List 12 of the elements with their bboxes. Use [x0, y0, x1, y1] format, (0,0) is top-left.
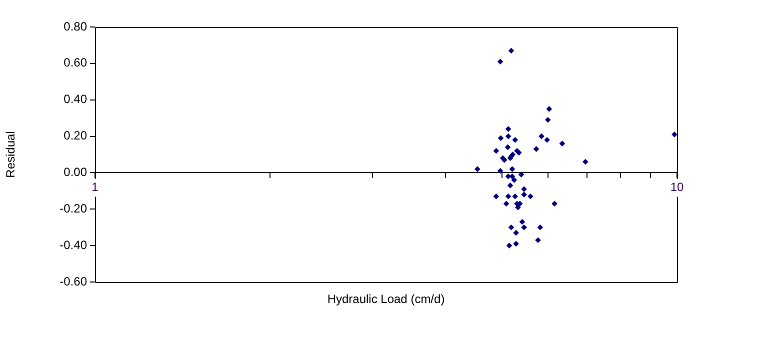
y-tick-label: 0.00 [64, 165, 88, 180]
y-axis-title: Residual [4, 131, 18, 178]
y-tick-label: -0.60 [60, 274, 88, 288]
y-tick-label: 0.80 [64, 19, 88, 34]
x-tick-label: 10 [670, 180, 684, 194]
y-tick-label: 0.20 [64, 128, 88, 143]
y-tick-label: 0.60 [64, 56, 88, 70]
y-tick-label: -0.40 [60, 238, 88, 252]
x-axis-title: Hydraulic Load (cm/d) [326, 292, 446, 306]
y-tick-label: -0.20 [60, 201, 88, 216]
y-tick-label: 0.40 [64, 92, 88, 106]
x-tick-label: 1 [92, 180, 99, 194]
